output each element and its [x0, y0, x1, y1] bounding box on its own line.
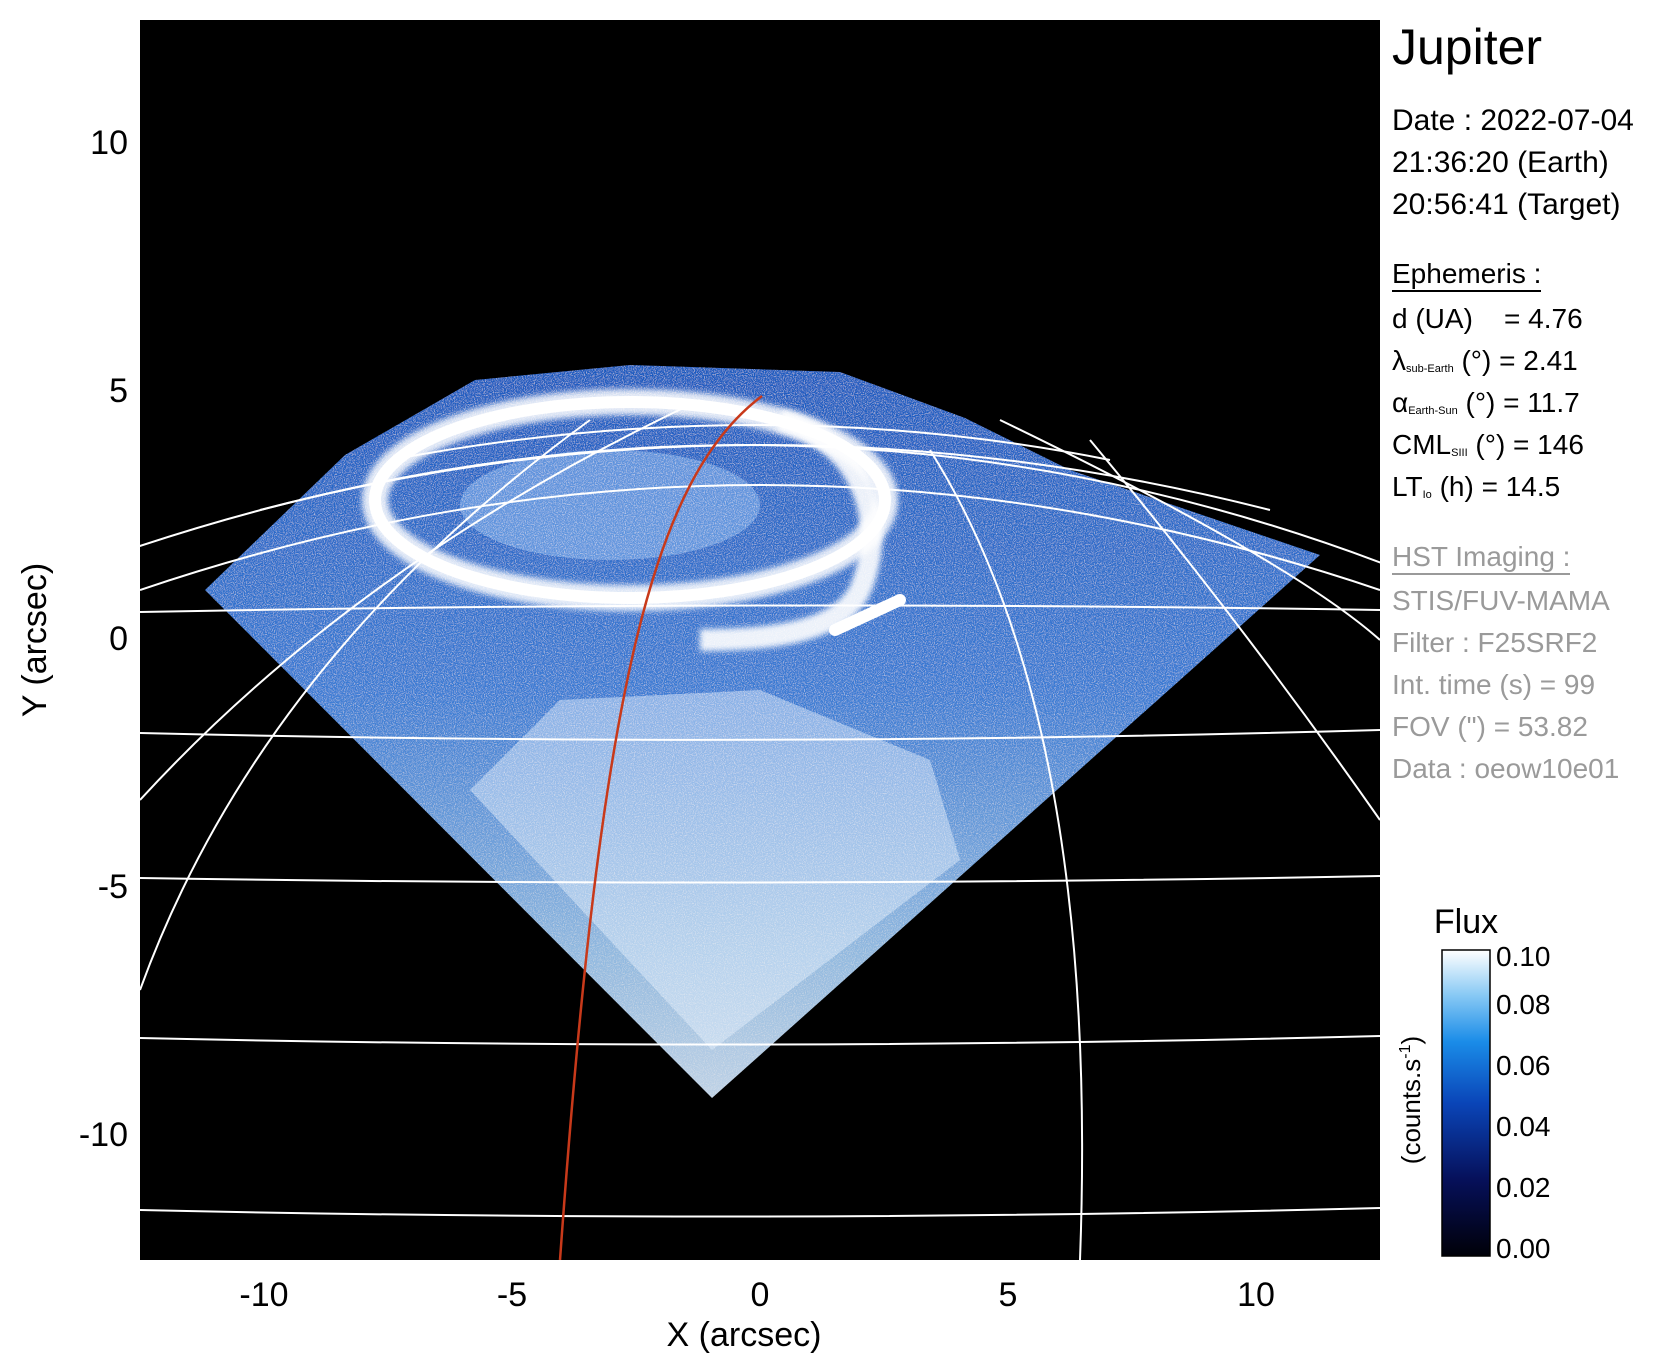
colorbar-tick: 0.06 — [1496, 1050, 1551, 1081]
colorbar-unit: (counts.s-1) — [1396, 1036, 1426, 1164]
hst-imaging-info: STIS/FUV-MAMA Filter : F25SRF2 Int. time… — [1392, 587, 1619, 797]
lt-subscript: Io — [1422, 489, 1432, 501]
x-tick-label: 0 — [751, 1276, 770, 1314]
y-axis-label: Y (arcsec) — [16, 563, 54, 717]
alpha-value: (°) = 11.7 — [1465, 387, 1580, 418]
colorbar-title: Flux — [1434, 903, 1498, 941]
lambda-value: (°) = 2.41 — [1461, 345, 1578, 376]
x-tick-label: -5 — [497, 1276, 527, 1314]
x-tick-label: -10 — [239, 1276, 288, 1314]
colorbar-tick: 0.08 — [1496, 989, 1551, 1020]
hst-imaging-heading: HST Imaging : — [1392, 543, 1571, 575]
y-tick-label: 0 — [109, 620, 128, 658]
date-line: Date : 2022-07-04 — [1392, 104, 1634, 137]
colorbar-tick: 0.02 — [1496, 1172, 1551, 1203]
distance-value: = 4.76 — [1504, 303, 1583, 334]
distance-row: d (UA) = 4.76 — [1392, 305, 1584, 347]
y-tick-label: 10 — [90, 124, 128, 162]
data-id: Data : oeow10e01 — [1392, 753, 1620, 784]
instrument: STIS/FUV-MAMA — [1392, 585, 1610, 616]
x-tick-label: 10 — [1237, 1276, 1275, 1314]
y-tick-label: -10 — [79, 1116, 128, 1154]
colorbar-gradient — [1441, 949, 1491, 1257]
x-axis: -10 -5 0 5 10 X (arcsec) — [239, 1276, 1274, 1354]
filter: Filter : F25SRF2 — [1392, 627, 1598, 658]
cml-symbol: CML — [1392, 429, 1452, 460]
planet-grid — [140, 399, 1380, 1260]
lt-symbol: LT — [1392, 471, 1423, 502]
integration-time: Int. time (s) = 99 — [1392, 669, 1596, 700]
earth-time: 21:36:20 (Earth) — [1392, 146, 1609, 179]
y-tick-label: 5 — [109, 372, 128, 410]
planet-title: Jupiter — [1392, 19, 1543, 75]
lt-value: (h) = 14.5 — [1439, 471, 1561, 502]
colorbar-tick: 0.04 — [1496, 1111, 1551, 1142]
ephemeris-heading: Ephemeris : — [1392, 260, 1542, 292]
diffuse-emission — [470, 690, 960, 1050]
phase-angle-row: αEarth-Sun (°) = 11.7 — [1392, 389, 1584, 431]
alpha-subscript: Earth-Sun — [1408, 405, 1458, 417]
colorbar-tick: 0.00 — [1496, 1233, 1551, 1264]
local-time-row: LTIo (h) = 14.5 — [1392, 473, 1584, 515]
alpha-symbol: α — [1392, 387, 1409, 418]
y-axis: -10 -5 0 5 10 Y (arcsec) — [16, 124, 128, 1154]
x-tick-label: 5 — [999, 1276, 1018, 1314]
cml-subscript: SIII — [1451, 447, 1468, 459]
cml-row: CMLSIII (°) = 146 — [1392, 431, 1584, 473]
target-time: 20:56:41 (Target) — [1392, 188, 1621, 221]
colorbar: Flux 0.00 0.02 0.04 0.06 0.08 0.10 (coun… — [1396, 903, 1551, 1264]
cml-value: (°) = 146 — [1475, 429, 1584, 460]
central-meridian — [558, 395, 763, 1260]
sub-earth-latitude-row: λsub-Earth (°) = 2.41 — [1392, 347, 1584, 389]
lambda-subscript: sub-Earth — [1406, 363, 1454, 375]
lambda-symbol: λ — [1392, 345, 1406, 376]
x-axis-label: X (arcsec) — [667, 1316, 822, 1354]
field-of-view: FOV (") = 53.82 — [1392, 711, 1588, 742]
ephemeris-values: d (UA) = 4.76 λsub-Earth (°) = 2.41 αEar… — [1392, 305, 1584, 515]
y-tick-label: -5 — [98, 868, 128, 906]
auroral-oval — [362, 389, 906, 651]
colorbar-tick: 0.10 — [1496, 941, 1551, 972]
observation-date: Date : 2022-07-04 21:36:20 (Earth) 20:56… — [1392, 106, 1634, 232]
distance-label: d (UA) — [1392, 303, 1473, 334]
